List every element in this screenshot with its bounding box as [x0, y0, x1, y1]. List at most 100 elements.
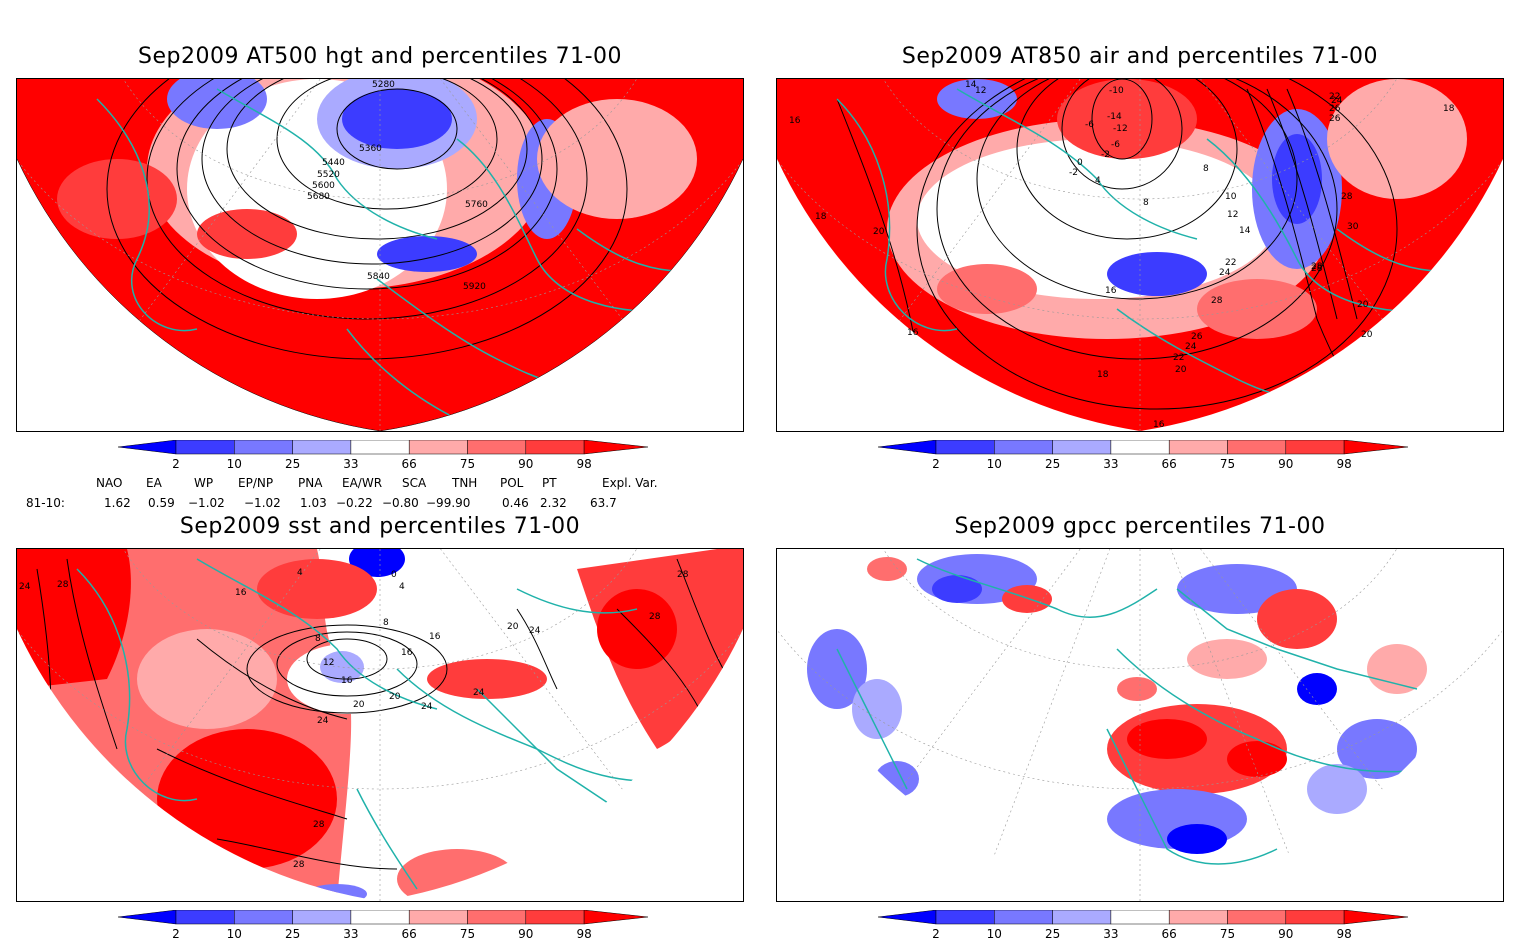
- map-panel-hgt: 5280 5360 5440 5520 5600 5680 5760 5840 …: [16, 78, 744, 432]
- index-header: PT: [542, 476, 557, 490]
- colorbar-segment: [1052, 909, 1112, 925]
- contour-label: 14: [965, 80, 977, 90]
- colorbar-label: 90: [1278, 927, 1294, 941]
- colorbar-scale: [877, 439, 1409, 455]
- index-header: PNA: [298, 476, 323, 490]
- contour-label: 0: [391, 570, 397, 580]
- contour-label: 16: [401, 648, 413, 658]
- contour-label: 8: [383, 618, 389, 628]
- contour-label: 28: [1211, 296, 1223, 306]
- contour-label: 28: [1311, 262, 1323, 272]
- contour-label: 16: [789, 116, 801, 126]
- colorbar-label: 10: [986, 457, 1002, 471]
- index-header: NAO: [96, 476, 123, 490]
- contour-label: 16: [341, 676, 353, 686]
- contour-label: 18: [815, 212, 827, 222]
- colorbar-segment: [350, 439, 410, 455]
- contour-label: -2: [1101, 150, 1110, 160]
- colorbar-label: 98: [1336, 457, 1352, 471]
- index-header: TNH: [452, 476, 478, 490]
- colorbar-1: 2 10 25 33 66 75 90 98: [117, 439, 649, 480]
- contour-label: 4: [297, 568, 303, 578]
- index-header: EP/NP: [238, 476, 274, 490]
- colorbar-label: 2: [932, 457, 940, 471]
- contour-label: 18: [1443, 104, 1455, 114]
- colorbar-label: 90: [518, 457, 534, 471]
- colorbar-segment: [525, 439, 585, 455]
- colorbar-label: 2: [932, 927, 940, 941]
- contour-label: 24: [473, 688, 485, 698]
- colorbar-arrow-high: [1343, 909, 1409, 925]
- colorbar-segment: [1227, 439, 1287, 455]
- colorbar-segment: [935, 909, 995, 925]
- colorbar-label: 75: [1219, 457, 1236, 471]
- contour-label: 20: [1361, 330, 1373, 340]
- colorbar-segment: [994, 439, 1053, 455]
- colorbar-segment: [1052, 439, 1112, 455]
- colorbar-label: 66: [401, 927, 417, 941]
- contour-label: 5440: [322, 158, 345, 168]
- panel-title-gpcc: Sep2009 gpcc percentiles 71-00: [954, 514, 1326, 539]
- contour-label: 28: [293, 860, 305, 870]
- colorbar-label: 75: [1219, 927, 1236, 941]
- contour-label: 20: [1175, 365, 1187, 375]
- colorbar-label: 25: [1044, 927, 1061, 941]
- index-value: −1.02: [244, 496, 281, 510]
- contour-label: 28: [1341, 192, 1353, 202]
- index-value: −1.02: [188, 496, 225, 510]
- colorbar-arrow-low: [117, 909, 177, 925]
- index-header: POL: [500, 476, 524, 490]
- contour-label: 24: [529, 626, 541, 636]
- contour-label: 26: [1329, 114, 1341, 124]
- colorbar-segment: [1285, 909, 1345, 925]
- teleconnection-indices: NAO EA WP EP/NP PNA EA/WR SCA TNH POL PT…: [20, 476, 720, 512]
- index-header: EA: [146, 476, 162, 490]
- index-value: 1.03: [300, 496, 327, 510]
- map-panel-air: 14 12 16 -10 -6 -14 -12 -6 -2 0 -2 4 8 8…: [776, 78, 1504, 432]
- colorbar-arrow-high: [583, 439, 649, 455]
- map-panel-sst: 24 28 16 4 0 4 8 12 16 20 24 24 20 16 28…: [16, 548, 744, 902]
- colorbar-label: 75: [459, 457, 476, 471]
- index-value: −99.90: [426, 496, 471, 510]
- contour-label: 12: [1227, 210, 1238, 220]
- colorbar-label: 25: [284, 927, 301, 941]
- colorbar-segment: [234, 439, 293, 455]
- map-gpcc: [777, 549, 1503, 901]
- contour-label: 22: [1329, 92, 1340, 102]
- colorbar-segment: [408, 909, 468, 925]
- contour-label: 24: [421, 702, 433, 712]
- contour-label: 22: [1173, 353, 1184, 363]
- contour-label: 5680: [307, 192, 330, 202]
- map-hgt: 5280 5360 5440 5520 5600 5680 5760 5840 …: [17, 79, 743, 431]
- colorbar-arrow-high: [1343, 439, 1409, 455]
- colorbar-label: 2: [172, 457, 180, 471]
- contour-label: 18: [1097, 370, 1109, 380]
- contour-label: 4: [1095, 176, 1101, 186]
- colorbar-label: 66: [1161, 457, 1177, 471]
- index-value: −0.22: [336, 496, 373, 510]
- contour-label: 4: [399, 582, 405, 592]
- colorbar-segment: [292, 909, 352, 925]
- contour-label: 14: [1239, 226, 1251, 236]
- contour-label: 20: [507, 622, 519, 632]
- contour-label: 5920: [463, 282, 486, 292]
- contour-label: 20: [873, 227, 885, 237]
- colorbar-label: 33: [343, 927, 359, 941]
- colorbar-segment: [408, 439, 468, 455]
- colorbar-segment: [467, 909, 527, 925]
- contour-label: 30: [1347, 222, 1359, 232]
- index-value: 2.32: [540, 496, 567, 510]
- colorbar-label: 10: [226, 457, 242, 471]
- colorbar-label: 10: [226, 927, 242, 941]
- contour-label: 26: [1329, 104, 1341, 114]
- index-value: 1.62: [104, 496, 131, 510]
- colorbar-label: 33: [1103, 457, 1119, 471]
- contour-label: -6: [1085, 120, 1094, 130]
- colorbar-segment: [234, 909, 293, 925]
- contour-label: 16: [429, 632, 441, 642]
- contour-label: 12: [975, 86, 986, 96]
- colorbar-label: 25: [284, 457, 301, 471]
- contour-label: 28: [1311, 264, 1323, 274]
- colorbar-2: 2 10 25 33 66 75 90 98: [877, 439, 1409, 480]
- colorbar-scale: [117, 439, 649, 455]
